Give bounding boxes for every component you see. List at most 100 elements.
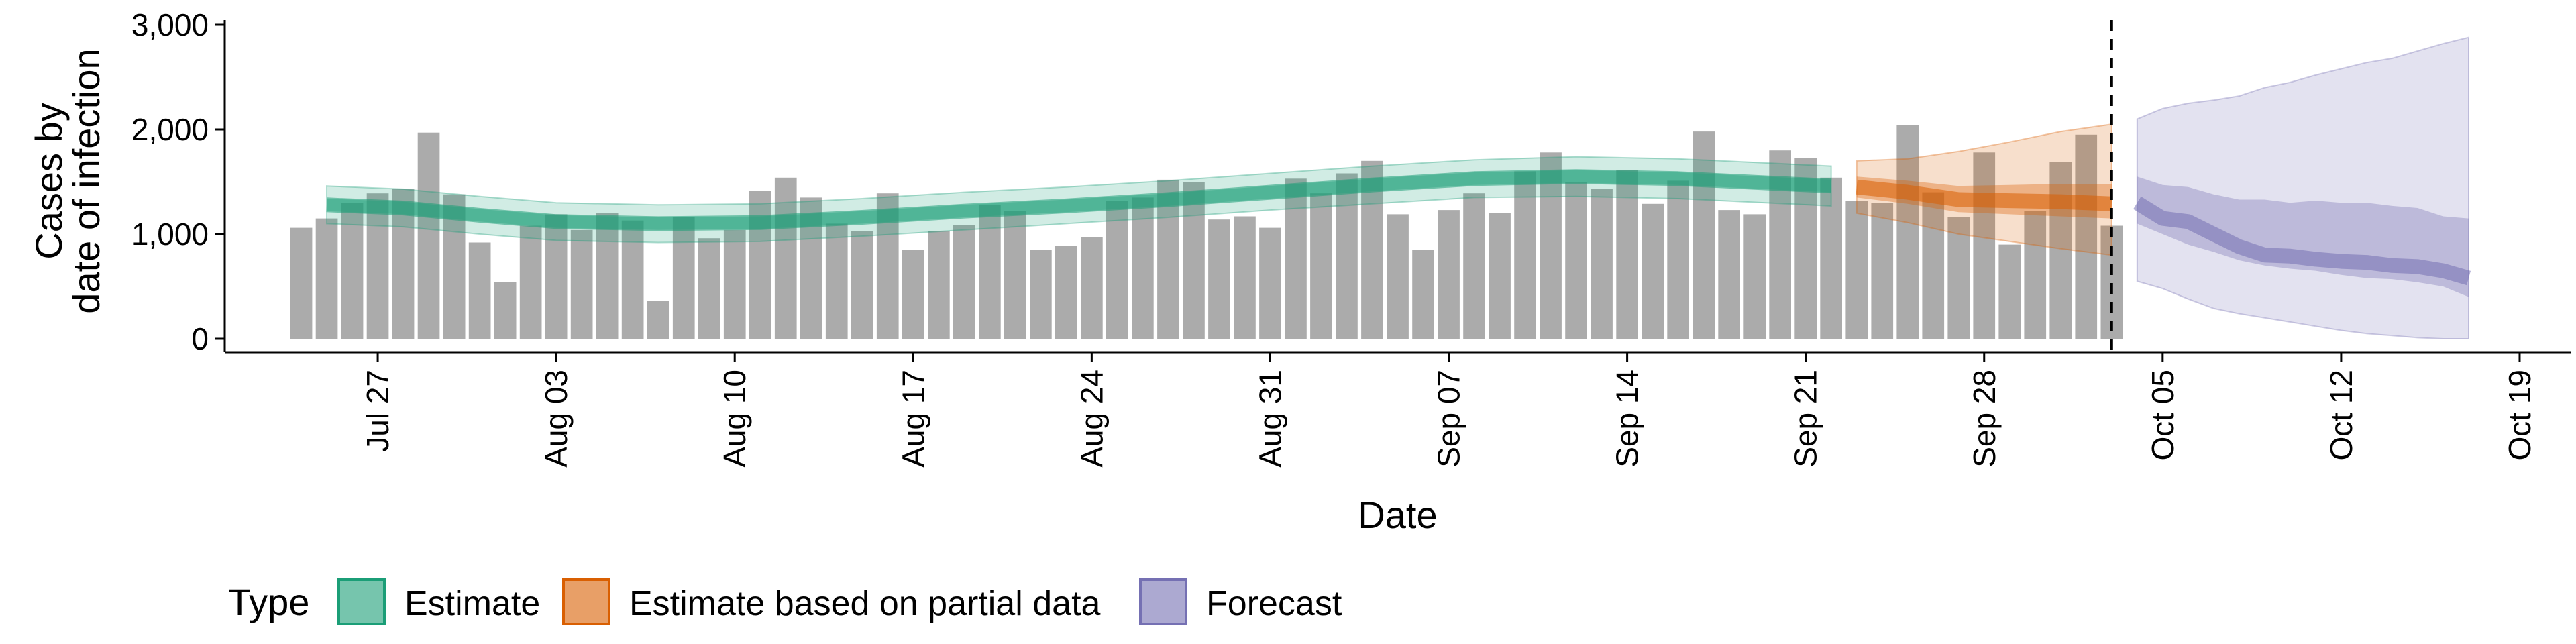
legend-label: Estimate <box>405 584 540 623</box>
bar <box>494 282 517 339</box>
x-tick-label: Sep 28 <box>1967 370 2002 468</box>
bar <box>1387 214 1409 339</box>
x-tick-label: Oct 05 <box>2145 370 2180 461</box>
bar <box>672 217 695 339</box>
x-tick-label: Oct 19 <box>2502 370 2537 461</box>
bar <box>1718 210 1740 339</box>
bar <box>1616 170 1638 339</box>
bar <box>519 225 542 339</box>
bar <box>1693 131 1715 339</box>
bar <box>2100 225 2123 339</box>
bar <box>774 177 797 339</box>
series <box>2133 36 2471 339</box>
legend-items: Estimate Estimate based on partial data Fo… <box>337 578 1342 625</box>
legend: Type Estimate Estimate based on partial d… <box>228 578 1342 625</box>
bar <box>468 242 491 339</box>
y-tick-label: 0 <box>191 321 209 356</box>
bar <box>1820 177 1842 339</box>
series <box>1856 123 2112 256</box>
series <box>326 156 1832 244</box>
bar <box>290 227 313 339</box>
bar <box>1081 237 1103 339</box>
bar <box>647 301 669 339</box>
bar <box>1591 189 1613 339</box>
bar <box>1489 213 1511 339</box>
bar <box>315 218 338 339</box>
bar <box>1947 217 1970 339</box>
legend-item: Estimate <box>337 578 540 625</box>
x-axis-title: Date <box>1358 494 1437 536</box>
legend-swatch <box>1139 578 1187 625</box>
bar <box>570 229 593 339</box>
bar <box>1183 182 1205 339</box>
bar <box>1132 197 1154 339</box>
bar <box>545 214 568 339</box>
bar <box>1998 244 2021 339</box>
legend-title: Type <box>228 581 309 623</box>
x-tick-label: Jul 27 <box>360 370 395 452</box>
bar <box>851 231 873 339</box>
legend-swatch <box>337 578 386 625</box>
legend-label: Forecast <box>1206 584 1342 623</box>
bar <box>341 203 364 339</box>
bar <box>596 213 619 339</box>
bar <box>1336 173 1358 339</box>
bar <box>1438 210 1460 339</box>
x-tick-label: Aug 31 <box>1252 370 1287 468</box>
bar <box>1412 250 1434 339</box>
median-line <box>1856 179 2112 211</box>
axes: 0 1,000 2,000 3,000 Jul 27 Aug 03 Aug 10 Aug 17… <box>131 7 2571 468</box>
bar <box>723 229 746 339</box>
bar <box>1463 193 1485 339</box>
median-line <box>326 169 1832 231</box>
bar <box>1310 193 1332 339</box>
bar <box>1845 201 1868 339</box>
bar <box>2075 134 2098 339</box>
x-tick-label: Aug 17 <box>896 370 930 468</box>
bar <box>953 225 975 339</box>
bar <box>979 205 1001 339</box>
median-line <box>2133 196 2471 286</box>
bar <box>1106 201 1128 339</box>
y-tick-label: 3,000 <box>131 7 209 42</box>
legend-item: Estimate based on partial data <box>562 578 1101 625</box>
y-tick-label: 1,000 <box>131 217 209 252</box>
bar <box>2049 162 2072 339</box>
ribbons-layer <box>326 36 2471 339</box>
bar <box>1565 182 1587 339</box>
legend-item: Forecast <box>1139 578 1342 625</box>
bar <box>1871 203 1894 339</box>
bar <box>825 223 848 339</box>
bars-layer <box>290 125 2123 339</box>
bar <box>1667 180 1689 339</box>
bar <box>1743 214 1766 339</box>
y-tick-label: 2,000 <box>131 112 209 147</box>
x-tick-label: Aug 03 <box>539 370 574 468</box>
bar <box>1259 227 1281 339</box>
bar <box>1208 219 1230 339</box>
x-tick-label: Oct 12 <box>2324 370 2359 461</box>
bar <box>621 220 644 339</box>
bar <box>1514 171 1536 339</box>
bar <box>1030 250 1052 339</box>
legend-label: Estimate based on partial data <box>629 584 1101 623</box>
x-tick-label: Aug 10 <box>717 370 752 468</box>
bar <box>1922 192 1945 339</box>
x-tick-label: Sep 14 <box>1610 370 1645 468</box>
bar <box>902 250 924 339</box>
x-tick-label: Sep 07 <box>1432 370 1466 468</box>
bar <box>1973 152 1996 339</box>
bar <box>417 132 440 339</box>
bar <box>928 231 950 339</box>
bar <box>1896 125 1919 339</box>
bar <box>1642 203 1664 339</box>
bar <box>1004 211 1026 339</box>
legend-swatch <box>562 578 610 625</box>
bar <box>1055 246 1077 339</box>
bar <box>366 193 389 339</box>
bar <box>1234 216 1256 339</box>
x-tick-label: Aug 24 <box>1074 370 1109 468</box>
plot-area <box>290 20 2471 352</box>
x-tick-label: Sep 21 <box>1788 370 1823 468</box>
